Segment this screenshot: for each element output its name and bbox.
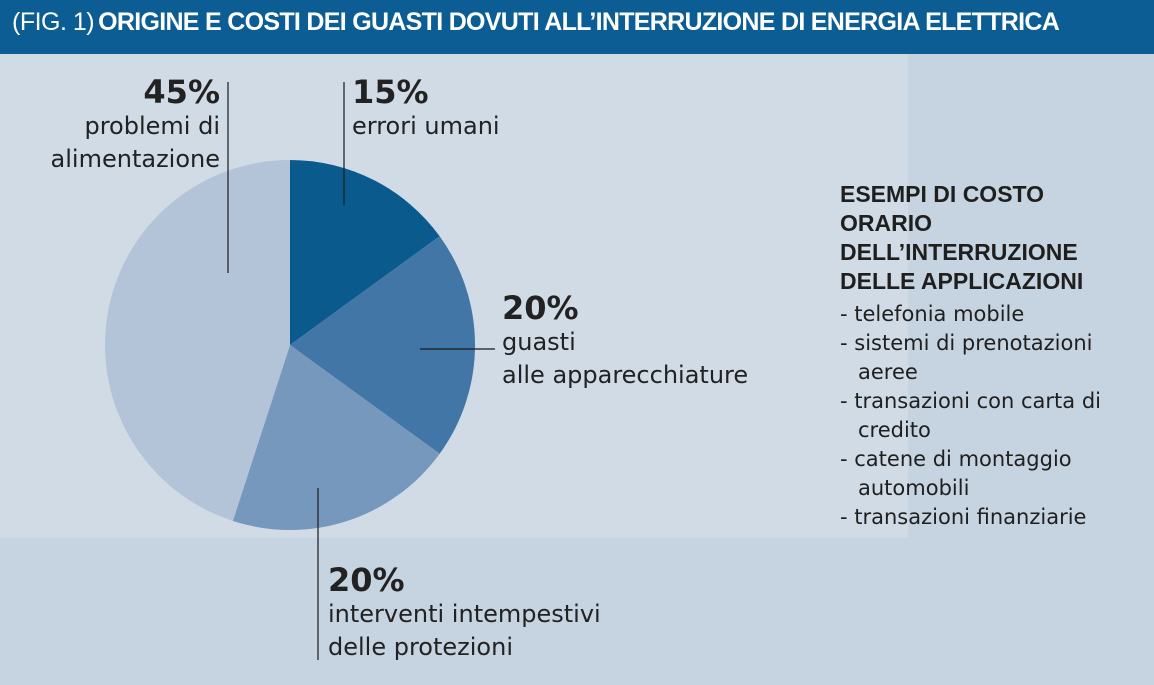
slice-text-guasti-1: guasti (502, 328, 576, 356)
list-item: - transazioni finanziarie (840, 505, 1087, 529)
slice-pct-problemi: 45% (143, 73, 220, 111)
cost-examples-title-line: ESEMPI DI COSTO (840, 181, 1045, 207)
slice-label-errori: 15% errori umani (352, 74, 612, 143)
slice-pct-guasti: 20% (502, 289, 579, 327)
list-item: - telefonia mobile (840, 302, 1025, 326)
cost-examples-box: ESEMPI DI COSTO ORARIO DELL’INTERRUZIONE… (840, 180, 1140, 532)
figure-number: (FIG. 1) (12, 8, 95, 36)
slice-pct-interventi: 20% (328, 561, 405, 599)
slice-text-guasti-2: alle apparecchiature (502, 361, 749, 389)
header-text: (FIG. 1) ORIGINE E COSTI DEI GUASTI DOVUT… (12, 8, 1060, 37)
cost-examples-title-line: ORARIO (840, 210, 932, 236)
cost-examples-list: - telefonia mobile - sistemi di prenotaz… (840, 300, 1140, 532)
slice-text-problemi-1: problemi di (84, 112, 220, 140)
pie-slice-guasti (290, 236, 476, 454)
pie-slice-interventi (232, 345, 440, 530)
slice-text-interventi-1: interventi intempestivi (328, 600, 601, 628)
slice-label-guasti: 20% guasti alle apparecchiature (502, 290, 802, 392)
pie-slice-problemi (105, 160, 291, 521)
cost-examples-title: ESEMPI DI COSTO ORARIO DELL’INTERRUZIONE… (840, 180, 1120, 296)
pie-chart (105, 82, 495, 660)
pie-slice-errori (290, 160, 440, 345)
slice-text-problemi-2: alimentazione (50, 145, 220, 173)
slice-label-interventi: 20% interventi intempestivi delle protez… (328, 562, 648, 664)
slice-text-interventi-2: delle protezioni (328, 633, 513, 661)
figure-title: ORIGINE E COSTI DEI GUASTI DOVUTI ALL’IN… (98, 8, 1060, 36)
figure-header: (FIG. 1) ORIGINE E COSTI DEI GUASTI DOVUT… (0, 0, 1154, 54)
list-item: - catene di montaggio automobili (840, 447, 1072, 500)
cost-examples-title-line: DELLE APPLICAZIONI (840, 268, 1084, 294)
slice-text-errori-1: errori umani (352, 112, 500, 140)
list-item: - sistemi di prenotazioni aeree (840, 331, 1093, 384)
list-item: - transazioni con carta di credito (840, 389, 1102, 442)
cost-examples-title-line: DELL’INTERRUZIONE (840, 239, 1078, 265)
slice-pct-errori: 15% (352, 73, 429, 111)
slice-label-problemi: 45% problemi di alimentazione (30, 74, 220, 176)
